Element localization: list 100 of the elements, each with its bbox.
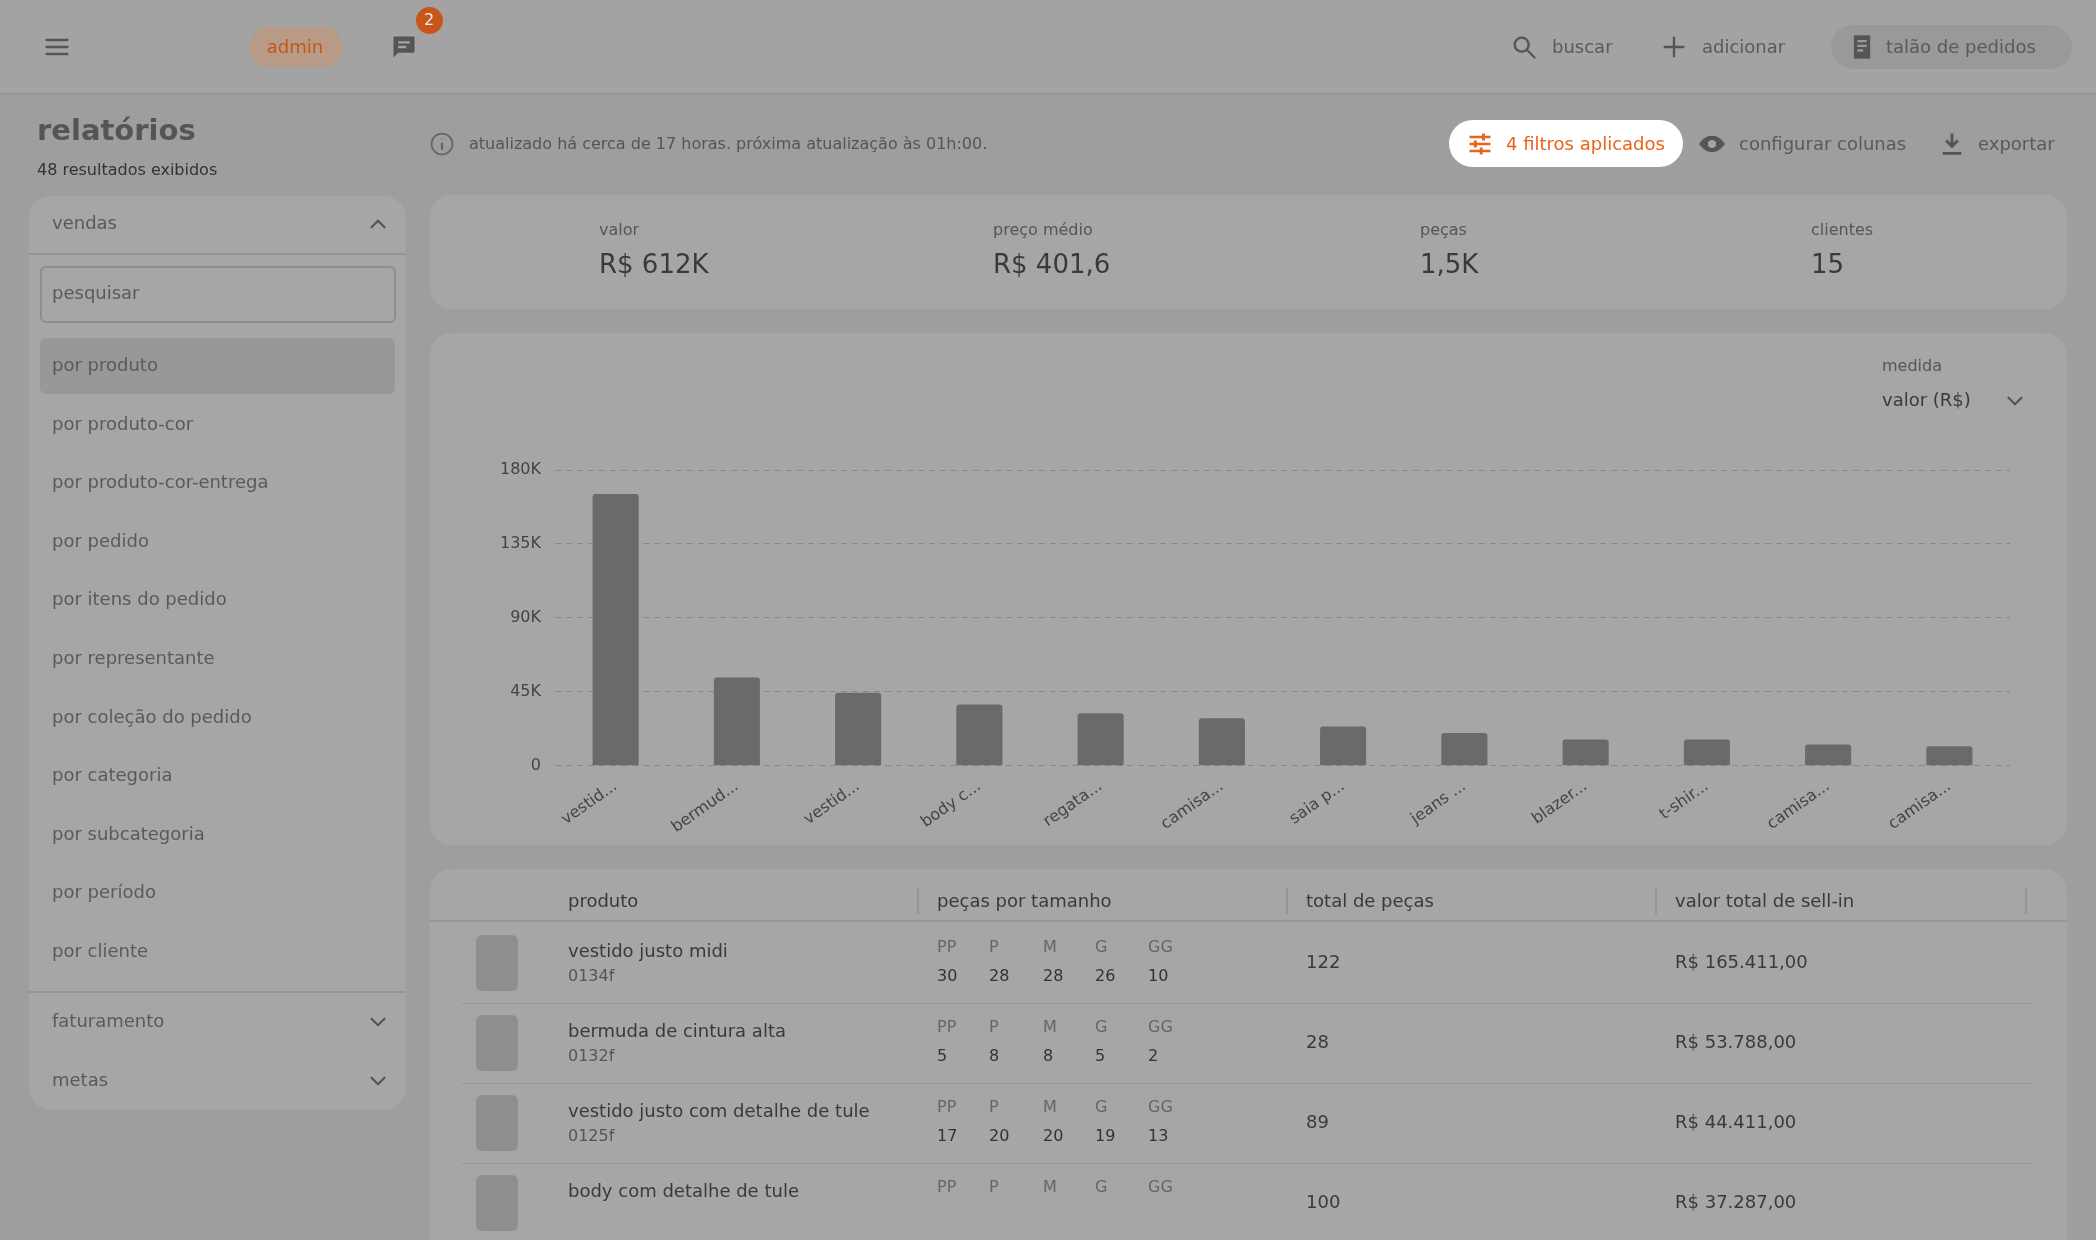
text: 20 [1043,1126,1064,1146]
text: por período [52,881,156,904]
text: relatórios [37,112,196,148]
text: por pedido [52,530,149,552]
y-tick-label: 45K [510,681,542,701]
text: G [1095,1097,1108,1117]
text: metas [52,1069,109,1091]
text: valor (R$) [1882,389,1971,411]
text: talão de pedidos [1886,36,2036,58]
text: faturamento [52,1010,165,1032]
text: 17 [937,1126,958,1146]
bar [1320,726,1367,766]
text: PP [937,1017,957,1037]
bar [1562,739,1609,766]
text: 122 [1306,951,1341,973]
y-tick-label: 135K [499,533,542,553]
text: 0132f [568,1046,615,1066]
text: 28 [1306,1031,1329,1053]
text: configurar colunas [1739,133,1907,155]
bar [1805,744,1852,766]
text: atualizado há cerca de 17 horas. próxima atualização às 01h:00. [469,134,988,154]
text: P [989,1017,999,1037]
bar [1198,718,1245,766]
text: 0125f [568,1126,615,1146]
text: M [1043,1017,1057,1037]
y-tick-label: 90K [510,607,542,627]
bar [956,704,1003,766]
text: exportar [1978,133,2055,155]
text: 1,5K [1420,249,1479,281]
text: 28 [1043,966,1064,986]
text: valor total de sell-in [1675,890,1855,912]
text: total de peças [1306,890,1434,912]
text: R$ 44.411,00 [1675,1111,1797,1133]
text: 4 filtros aplicados [1506,133,1665,155]
text: 30 [937,966,958,986]
text: admin [266,36,324,58]
text: por produto-cor [52,412,194,435]
text: M [1043,937,1057,957]
text: vendas [52,212,117,234]
text: por produto-cor-entrega [52,471,269,493]
text: R$ 37.287,00 [1675,1191,1797,1213]
y-tick-label: 0 [530,755,541,775]
text: PP [937,1097,957,1117]
text: 48 resultados exibidos [37,160,218,180]
text: GG [1148,1097,1173,1117]
text: medida [1882,356,1942,376]
text: 8 [1043,1046,1054,1066]
text: por cliente [52,940,149,962]
text: bermuda de cintura alta [568,1020,786,1042]
text: por coleção do pedido [52,705,252,728]
text: vestido justo midi [568,940,728,962]
bar [713,677,760,766]
text: peças [1420,220,1467,240]
text: P [989,1177,999,1197]
text: 13 [1148,1126,1169,1146]
text: GG [1148,1177,1173,1197]
bar [1683,739,1730,766]
text: por representante [52,647,215,669]
text: R$ 612K [599,249,709,281]
text: produto [568,890,639,912]
text: P [989,1097,999,1117]
text: 10 [1148,966,1169,986]
text: G [1095,937,1108,957]
text: GG [1148,937,1173,957]
text: pesquisar [52,282,140,304]
text: 0134f [568,966,615,986]
text: 89 [1306,1111,1329,1133]
text: 2 [423,10,435,30]
text: 15 [1811,249,1845,281]
text: M [1043,1177,1057,1197]
text: por produto [52,354,158,376]
text: PP [937,1177,957,1197]
text: buscar [1552,36,1613,58]
text: valor [599,220,640,240]
y-tick-label: 180K [499,459,542,479]
text: 26 [1095,966,1116,986]
text: G [1095,1017,1108,1037]
text: R$ 401,6 [993,249,1111,281]
bar [1077,713,1124,766]
text: PP [937,937,957,957]
text: 20 [989,1126,1010,1146]
text: 28 [989,966,1010,986]
text: 19 [1095,1126,1116,1146]
bar [1441,732,1488,766]
bar [1926,746,1973,766]
text: R$ 53.788,00 [1675,1031,1797,1053]
text: clientes [1811,220,1874,240]
text: preço médio [993,220,1093,240]
x-tick-label: saia p... [1285,775,1348,828]
text: GG [1148,1017,1173,1037]
text: P [989,937,999,957]
bar [592,493,639,766]
text: M [1043,1097,1057,1117]
text: vestido justo com detalhe de tule [568,1100,870,1122]
text: R$ 165.411,00 [1675,951,1808,973]
text: G [1095,1177,1108,1197]
bar [835,692,882,766]
text: adicionar [1702,36,1786,58]
text: por subcategoria [52,823,205,845]
text: 5 [1095,1046,1106,1066]
